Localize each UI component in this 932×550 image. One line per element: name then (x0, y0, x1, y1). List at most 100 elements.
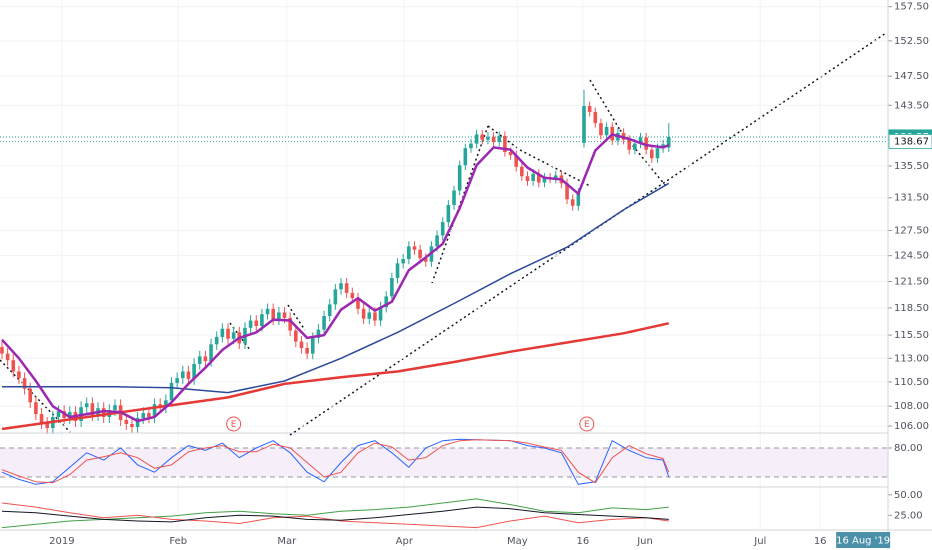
x-tick-label: May (507, 536, 528, 547)
event-label: E (584, 420, 590, 430)
candle-body (5, 353, 10, 361)
trend-line (0, 359, 71, 433)
candle-body (141, 413, 146, 419)
candle-body (666, 136, 671, 148)
candle-body (627, 139, 632, 150)
candle-body (152, 404, 157, 418)
y-tick-label: 143.50 (894, 100, 929, 111)
candle-body (423, 258, 428, 262)
y-tick-label: 152.50 (894, 36, 929, 47)
candle-body (395, 263, 400, 279)
candle-body (373, 312, 377, 321)
x-tick-label: 16 (576, 536, 589, 547)
candle-body (39, 414, 44, 423)
date-label: 16 Aug '19 (836, 536, 890, 547)
indicator-line (1, 438, 670, 485)
candle-body (474, 134, 479, 144)
candle-body (11, 360, 16, 372)
candle-body (542, 177, 547, 183)
candle-body (644, 137, 648, 150)
candle-body (17, 371, 21, 379)
candle-body (0, 347, 4, 354)
candle-body (503, 135, 507, 153)
price-label: 138.67 (894, 137, 929, 148)
x-tick-label: Feb (169, 536, 187, 547)
price-label-box (888, 134, 932, 150)
candle-body (84, 403, 89, 408)
x-tick-label: Mar (277, 536, 297, 547)
y-tick-label: 118.50 (894, 303, 929, 314)
candle-body (209, 344, 213, 362)
indicator-line (1, 506, 669, 523)
candle-body (650, 149, 654, 159)
x-tick-label: 16 (814, 536, 827, 547)
candle-body (203, 356, 208, 362)
y-tick-label: 108.00 (894, 401, 929, 412)
candle-body (327, 304, 332, 317)
candle-body (407, 246, 411, 260)
indicator-line (1, 502, 669, 529)
candle-body (401, 259, 405, 264)
y-tick-label: 135.50 (894, 161, 929, 172)
y-tick-label: 25.00 (894, 510, 923, 521)
candle-body (282, 312, 287, 318)
event-marker (579, 416, 595, 432)
candle-body (378, 307, 383, 321)
candle-body (56, 411, 61, 418)
candle-body (565, 183, 569, 200)
candle-body (435, 235, 439, 247)
candle-body (254, 320, 259, 326)
y-tick-label: 110.50 (894, 377, 929, 388)
candle-body (593, 111, 598, 124)
candle-body (480, 134, 485, 140)
candle-body (299, 341, 304, 349)
candle-body (418, 249, 422, 259)
candle-body (463, 148, 468, 166)
y-tick-label: 106.00 (894, 421, 929, 432)
candle-body (553, 175, 558, 179)
candle-body (531, 173, 535, 181)
candle-body (28, 388, 33, 403)
date-label-box (836, 532, 891, 548)
candle-body (491, 136, 496, 143)
candle-body (655, 148, 660, 159)
candle-body (197, 356, 202, 364)
y-tick-label: 115.50 (894, 330, 929, 341)
event-label: E (231, 420, 237, 430)
candle-body (525, 176, 530, 181)
candle-body (277, 312, 281, 320)
x-tick-label: 2019 (49, 536, 74, 547)
candle-body (576, 192, 581, 206)
candle-body (339, 283, 343, 290)
candle-body (384, 296, 389, 308)
candle-body (265, 308, 270, 315)
candle-body (214, 336, 219, 345)
candle-body (361, 308, 366, 319)
candle-body (633, 143, 637, 150)
y-tick-label: 147.50 (894, 71, 929, 82)
candle-body (271, 308, 276, 320)
candle-body (22, 378, 27, 389)
candle-body (67, 412, 72, 419)
candle-body (45, 422, 49, 428)
candle-body (135, 418, 140, 427)
candle-body (457, 165, 462, 191)
candle-body (390, 278, 394, 297)
indicator-line (1, 439, 670, 484)
y-tick-label: 131.50 (894, 193, 929, 204)
candle-body (604, 126, 609, 136)
y-tick-label: 80.00 (894, 443, 923, 454)
candle-body (412, 246, 417, 250)
indicator-line (1, 498, 669, 529)
candle-body (231, 332, 236, 339)
candle-body (147, 413, 151, 418)
candle-body (294, 330, 298, 342)
candle-body (90, 403, 95, 416)
candle-body (169, 382, 174, 401)
candle-body (124, 420, 129, 424)
x-tick-label: Jun (636, 536, 653, 547)
candle-body (570, 199, 575, 206)
candle-body (101, 408, 106, 418)
band (0, 447, 888, 478)
indicator-line (2, 182, 670, 394)
